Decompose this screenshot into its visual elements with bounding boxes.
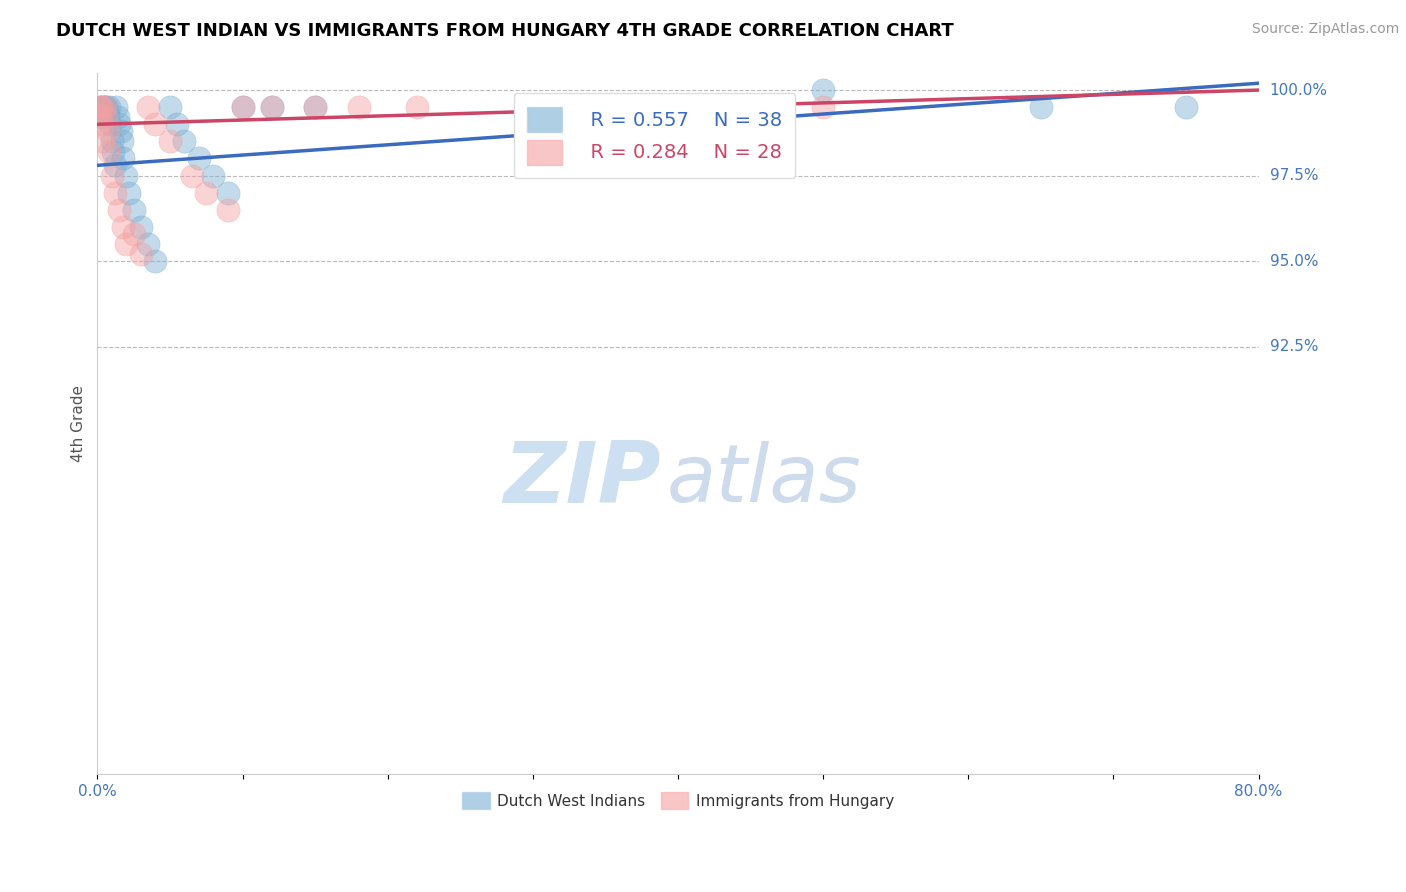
Point [166,117,188,131]
Point [811,83,834,97]
Point [159,100,181,114]
Point [122,202,145,217]
Point [89,107,111,121]
Point [89,100,111,114]
Point [136,100,159,114]
Point [811,100,834,114]
Point [100,117,122,131]
Point [90,100,112,114]
Point [217,186,239,200]
Point [91,135,114,149]
Point [304,100,326,114]
Text: atlas: atlas [666,441,860,518]
Point [122,227,145,241]
Point [107,111,129,125]
Legend: Dutch West Indians, Immigrants from Hungary: Dutch West Indians, Immigrants from Hung… [456,786,900,815]
Point [129,247,152,261]
Point [91,100,114,114]
Point [110,124,132,138]
Point [94,100,117,114]
Point [96,124,118,138]
Point [304,100,326,114]
Point [145,254,167,268]
Point [1029,100,1052,114]
Point [94,111,117,125]
Point [90,111,112,125]
Text: Source: ZipAtlas.com: Source: ZipAtlas.com [1251,22,1399,37]
Point [93,100,115,114]
Y-axis label: 4th Grade: 4th Grade [72,385,86,462]
Point [101,135,124,149]
Point [108,117,131,131]
Point [231,100,253,114]
Point [115,237,138,252]
Point [112,152,135,166]
Point [105,100,128,114]
Point [202,169,225,183]
Point [111,135,134,149]
Text: 92.5%: 92.5% [1270,339,1319,354]
Text: 95.0%: 95.0% [1270,253,1319,268]
Point [231,100,253,114]
Point [145,117,167,131]
Point [195,186,218,200]
Point [90,117,112,131]
Point [173,135,195,149]
Point [118,186,141,200]
Point [93,100,115,114]
Point [159,135,181,149]
Point [136,237,159,252]
Point [188,152,211,166]
Point [94,100,117,114]
Point [97,100,120,114]
Point [180,169,202,183]
Point [129,219,152,234]
Point [97,145,120,159]
Point [104,186,127,200]
Point [260,100,283,114]
Text: DUTCH WEST INDIAN VS IMMIGRANTS FROM HUNGARY 4TH GRADE CORRELATION CHART: DUTCH WEST INDIAN VS IMMIGRANTS FROM HUN… [56,22,955,40]
Point [115,169,138,183]
Text: 100.0%: 100.0% [1270,83,1327,97]
Point [347,100,370,114]
Point [89,100,111,114]
Point [96,107,118,121]
Point [96,103,118,118]
Point [260,100,283,114]
Point [1175,100,1198,114]
Point [108,202,131,217]
Point [101,169,124,183]
Point [405,100,427,114]
Point [103,145,125,159]
Point [104,158,127,172]
Text: ZIP: ZIP [503,438,661,521]
Point [91,107,114,121]
Point [112,219,135,234]
Point [217,202,239,217]
Text: 97.5%: 97.5% [1270,168,1319,183]
